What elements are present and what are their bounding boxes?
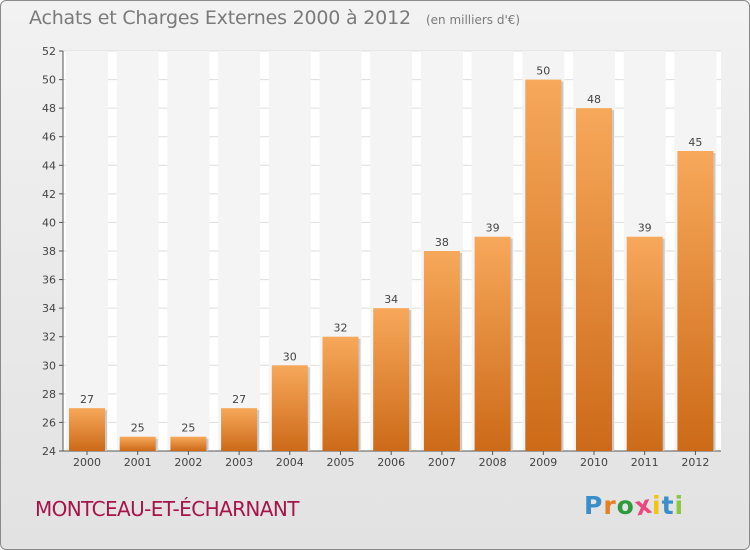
data-label: 48 [587,93,601,106]
logo-letter: i [652,491,662,520]
chart-title: Achats et Charges Externes 2000 à 2012 [29,7,411,29]
bar-2010 [576,108,612,452]
x-tick-label: 2003 [225,456,253,469]
logo-letter: P [584,491,604,520]
title-row: Achats et Charges Externes 2000 à 2012 (… [29,7,520,29]
logo-letter: i [674,491,685,520]
x-tick-label: 2008 [479,456,507,469]
bar-2005 [322,336,359,451]
bar-2004 [271,365,308,451]
x-tick-label: 2002 [174,456,202,469]
x-tick-label: 2004 [276,456,304,469]
y-tick-label: 24 [42,445,56,458]
x-tick-label: 2009 [529,456,557,469]
y-tick-label: 44 [42,159,56,172]
logo-letter: r [603,491,617,520]
logo-letter: o [616,491,635,520]
x-tick-label: 2012 [681,456,709,469]
y-tick-label: 30 [42,359,56,372]
x-tick-label: 2006 [377,456,405,469]
x-tick-label: 2010 [580,456,608,469]
y-tick-label: 50 [42,74,56,87]
chart-subtitle: (en milliers d'€) [425,13,521,27]
logo-letter: t [661,491,675,520]
bar-2000 [69,408,105,451]
data-label: 39 [638,222,652,235]
proxiti-logo: Proxiti [584,490,685,522]
bar-slot [218,51,261,451]
commune-name: MONTCEAU-ET-ÉCHARNANT [35,497,299,521]
axis-layer: 24 26 28 30 32 34 36 38 40 42 44 46 48 50 52 2000 2001 20… [42,45,721,469]
y-tick-label: 38 [42,245,56,258]
x-tick-label: 2005 [327,456,355,469]
y-tick-label: 48 [42,102,56,115]
x-tick-label: 2001 [124,456,152,469]
data-label: 39 [486,222,500,235]
data-label: 25 [131,422,145,435]
bar-2009 [525,79,562,452]
bar-2001 [119,436,156,451]
y-tick-label: 36 [42,274,56,287]
bar-slot [66,51,108,451]
y-tick-label: 42 [42,188,56,201]
bar-2006 [373,308,410,451]
y-tick-label: 28 [42,388,56,401]
data-label: 27 [80,393,94,406]
y-tick-label: 32 [42,331,56,344]
bar-2011 [626,236,663,451]
x-tick-label: 2011 [631,456,659,469]
data-label: 45 [688,136,702,149]
bar-2012 [677,151,714,451]
y-tick-label: 46 [42,131,56,144]
y-tick-label: 34 [42,302,56,315]
y-tick-label: 26 [42,416,56,429]
label-layer: 27 25 25 27 30 32 34 38 39 50 48 39 45 [80,65,702,435]
bar-2007 [423,251,460,451]
data-label: 34 [384,293,398,306]
x-tick-label: 2007 [428,456,456,469]
data-label: 38 [435,236,449,249]
bar-slot [167,51,210,451]
bar-2008 [474,236,511,451]
data-label: 30 [283,350,297,363]
data-label: 32 [334,322,348,335]
bar-2002 [170,436,207,451]
bar-layer [69,79,716,452]
x-tick-label: 2000 [73,456,101,469]
y-tick-label: 40 [42,216,56,229]
bar-slot [116,51,159,451]
y-tick-label: 52 [42,45,56,58]
bar-2003 [221,408,258,451]
data-label: 25 [181,422,195,435]
data-label: 50 [536,65,550,78]
data-label: 27 [232,393,246,406]
